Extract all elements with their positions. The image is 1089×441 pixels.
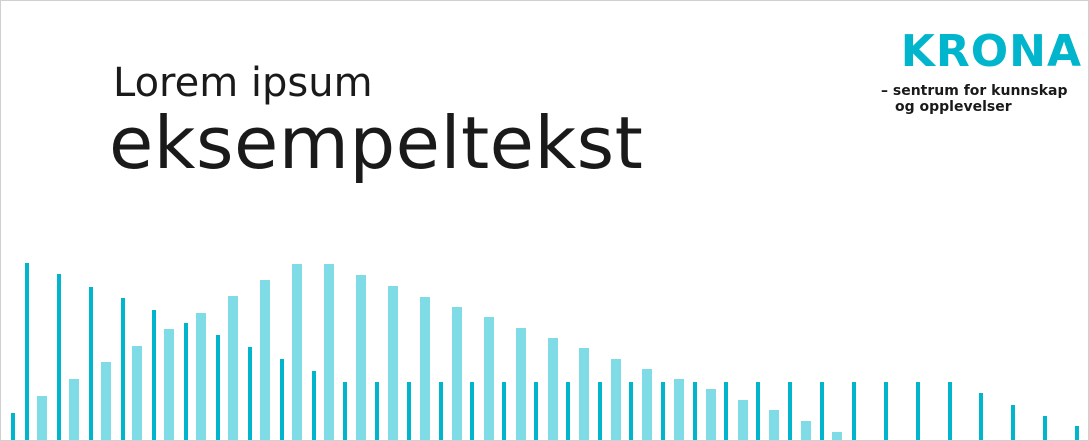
- logo-tagline-line-2: og opplevelser: [895, 99, 1012, 115]
- bar-light-17: [548, 338, 558, 440]
- bar-dark-14: [407, 382, 411, 440]
- bar-light-13: [420, 297, 430, 440]
- bar-light-23: [738, 400, 748, 440]
- logo-wordmark: KRONA: [900, 26, 1082, 77]
- bar-light-20: [642, 369, 652, 440]
- bar-dark-17: [502, 382, 506, 440]
- bar-light-8: [260, 280, 270, 440]
- bar-dark-3: [57, 274, 61, 440]
- krona-logo: KRONA – sentrum for kunnskap og opplevel…: [881, 26, 1086, 116]
- bar-light-19: [611, 359, 621, 440]
- bar-dark-15: [439, 382, 443, 440]
- bar-dark-25: [756, 382, 760, 440]
- bar-light-5: [164, 329, 174, 440]
- bar-light-24: [769, 410, 779, 440]
- bar-dark-31: [948, 382, 952, 440]
- bar-dark-29: [884, 382, 888, 440]
- bar-dark-23: [693, 382, 697, 440]
- bar-light-21: [674, 379, 684, 440]
- bar-dark-19: [566, 382, 570, 440]
- bar-dark-27: [820, 382, 824, 440]
- bar-light-25: [801, 421, 811, 440]
- bar-dark-4: [89, 287, 93, 440]
- bar-light-2: [69, 379, 79, 440]
- bar-dark-11: [312, 371, 316, 440]
- bar-light-4: [132, 346, 142, 440]
- bar-dark-33: [1011, 405, 1015, 440]
- logo-tagline-line-1: – sentrum for kunnskap: [881, 83, 1068, 99]
- bar-light-26: [832, 432, 842, 440]
- bar-light-11: [356, 275, 366, 440]
- bar-dark-35: [1075, 426, 1079, 440]
- bar-light-3: [101, 362, 111, 440]
- bar-dark-18: [534, 382, 538, 440]
- bar-dark-28: [852, 382, 856, 440]
- bar-dark-16: [470, 382, 474, 440]
- bar-dark-1: [11, 413, 15, 440]
- bar-dark-10: [280, 359, 284, 440]
- bar-light-16: [516, 328, 526, 440]
- logo-tagline: – sentrum for kunnskap og opplevelser: [881, 83, 1086, 115]
- bar-dark-32: [979, 393, 983, 440]
- bar-dark-8: [216, 335, 220, 440]
- bar-light-22: [706, 389, 716, 440]
- bar-light-9: [292, 264, 302, 440]
- bar-dark-5: [121, 298, 125, 440]
- bar-dark-12: [343, 382, 347, 440]
- headline-line-2: eksempeltekst: [109, 101, 644, 185]
- bar-light-15: [484, 317, 494, 440]
- bar-light-6: [196, 313, 206, 440]
- bar-dark-20: [598, 382, 602, 440]
- bar-dark-7: [184, 323, 188, 440]
- bar-dark-34: [1043, 416, 1047, 440]
- bar-dark-21: [629, 382, 633, 440]
- bar-dark-30: [916, 382, 920, 440]
- bar-dark-26: [788, 382, 792, 440]
- bar-dark-24: [724, 382, 728, 440]
- bar-dark-13: [375, 382, 379, 440]
- headline: Lorem ipsum eksempeltekst: [109, 59, 809, 183]
- bar-light-7: [228, 296, 238, 440]
- bar-dark-22: [661, 382, 665, 440]
- bar-dark-6: [152, 310, 156, 440]
- bar-light-10: [324, 264, 334, 440]
- bar-dark-2: [25, 263, 29, 440]
- bar-light-1: [37, 396, 47, 440]
- bar-light-14: [452, 307, 462, 440]
- bar-light-12: [388, 286, 398, 440]
- headline-line-1: Lorem ipsum: [113, 60, 373, 106]
- bar-light-18: [579, 348, 589, 440]
- bar-dark-9: [248, 347, 252, 440]
